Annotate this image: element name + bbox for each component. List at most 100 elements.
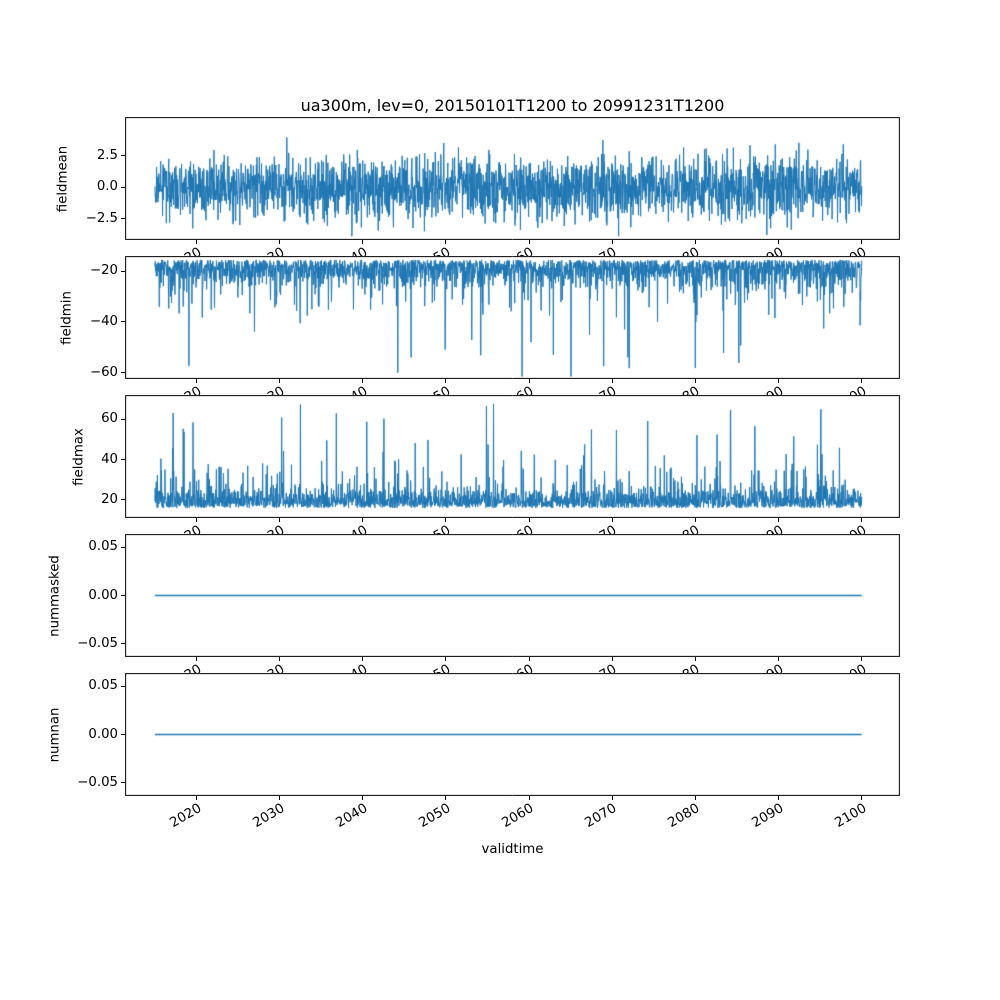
x-tick-mark <box>861 379 862 383</box>
x-tick-mark <box>196 796 197 800</box>
y-tick-mark <box>121 686 125 687</box>
x-tick-mark <box>861 796 862 800</box>
x-tick-label: 2060 <box>499 801 537 831</box>
y-tick-mark <box>121 372 125 373</box>
x-tick-mark <box>612 796 613 800</box>
y-tick-label: 40 <box>101 452 118 467</box>
x-tick-label: 2030 <box>250 801 288 831</box>
y-tick-label: 0.00 <box>88 588 118 603</box>
x-tick-mark <box>196 518 197 522</box>
y-tick-label: −20 <box>89 263 118 278</box>
subplot-nummasked: 0.050.00−0.05202020302040205020602070208… <box>77 534 900 692</box>
x-tick-mark <box>778 657 779 661</box>
y-tick-label: 2.5 <box>96 148 118 163</box>
y-tick-mark <box>121 734 125 735</box>
x-tick-mark <box>279 657 280 661</box>
x-tick-mark <box>612 240 613 244</box>
x-tick-mark <box>445 796 446 800</box>
y-tick-label: 0.00 <box>88 727 118 742</box>
x-tick-mark <box>362 518 363 522</box>
plot-area-nummasked <box>125 534 900 657</box>
plot-area-fieldmean <box>125 117 900 240</box>
x-tick-mark <box>279 379 280 383</box>
x-tick-label: 2040 <box>333 801 371 831</box>
x-tick-mark <box>445 657 446 661</box>
y-tick-label: −0.05 <box>77 636 118 651</box>
x-tick-mark <box>529 240 530 244</box>
y-tick-mark <box>121 547 125 548</box>
y-tick-mark <box>121 155 125 156</box>
y-tick-mark <box>121 782 125 783</box>
x-tick-mark <box>529 796 530 800</box>
y-tick-mark <box>121 271 125 272</box>
x-tick-mark <box>861 518 862 522</box>
x-tick-mark <box>778 518 779 522</box>
x-tick-label: 2020 <box>167 801 205 831</box>
x-tick-mark <box>861 657 862 661</box>
x-tick-mark <box>362 240 363 244</box>
x-tick-mark <box>279 796 280 800</box>
x-tick-mark <box>695 240 696 244</box>
x-tick-label: 2080 <box>665 801 703 831</box>
x-tick-mark <box>196 379 197 383</box>
x-tick-mark <box>612 518 613 522</box>
y-tick-label: −60 <box>89 365 118 380</box>
ylabel-nummasked: nummasked <box>47 554 63 637</box>
x-tick-mark <box>445 240 446 244</box>
plot-area-fieldmax <box>125 395 900 518</box>
x-tick-mark <box>861 240 862 244</box>
x-tick-mark <box>695 518 696 522</box>
x-tick-label: 2090 <box>749 801 787 831</box>
y-tick-label: 0.05 <box>88 678 118 693</box>
x-tick-mark <box>529 657 530 661</box>
x-tick-mark <box>279 518 280 522</box>
y-tick-label: 60 <box>101 411 118 426</box>
y-tick-mark <box>121 643 125 644</box>
x-tick-mark <box>612 379 613 383</box>
x-axis-label: validtime <box>481 842 544 857</box>
x-tick-mark <box>362 657 363 661</box>
subplot-fieldmax: 6040202020203020402050206020702080209021… <box>101 395 900 553</box>
plot-area-numnan <box>125 673 900 796</box>
ylabel-fieldmean: fieldmean <box>55 145 71 212</box>
y-tick-label: −40 <box>89 314 118 329</box>
plot-area-fieldmin <box>125 256 900 379</box>
x-tick-mark <box>196 657 197 661</box>
y-tick-mark <box>121 595 125 596</box>
x-tick-mark <box>196 240 197 244</box>
y-tick-label: 0.05 <box>88 539 118 554</box>
y-tick-mark <box>121 218 125 219</box>
ylabel-fieldmax: fieldmax <box>71 427 87 486</box>
x-tick-mark <box>445 379 446 383</box>
y-tick-label: 0.0 <box>96 179 118 194</box>
y-tick-mark <box>121 419 125 420</box>
y-tick-mark <box>121 459 125 460</box>
x-tick-label: 2100 <box>832 801 870 831</box>
x-tick-label: 2070 <box>582 801 620 831</box>
y-tick-mark <box>121 187 125 188</box>
x-tick-mark <box>778 379 779 383</box>
x-tick-mark <box>362 796 363 800</box>
subplot-numnan: 0.05 0.00 −0.05 2020 2030 2040 2050 2060 2070 208… <box>77 673 900 831</box>
x-tick-mark <box>778 796 779 800</box>
x-tick-mark <box>362 379 363 383</box>
x-tick-mark <box>695 379 696 383</box>
x-tick-mark <box>778 240 779 244</box>
y-tick-label: −0.05 <box>77 775 118 790</box>
y-tick-mark <box>121 499 125 500</box>
y-tick-label: −2.5 <box>85 211 118 226</box>
subplot-fieldmean: 2.50.0−2.5202020302040205020602070208020… <box>86 117 900 275</box>
ylabel-numnan: numnan <box>47 707 63 762</box>
ylabel-fieldmin: fieldmin <box>59 290 75 345</box>
subplot-fieldmin: −20−40−602020203020402050206020702080209… <box>90 256 900 414</box>
x-tick-mark <box>695 796 696 800</box>
x-tick-mark <box>445 518 446 522</box>
x-tick-mark <box>279 240 280 244</box>
x-tick-mark <box>612 657 613 661</box>
x-tick-label: 2050 <box>416 801 454 831</box>
x-tick-mark <box>529 379 530 383</box>
x-tick-mark <box>695 657 696 661</box>
y-tick-mark <box>121 321 125 322</box>
y-tick-label: 20 <box>101 492 118 507</box>
